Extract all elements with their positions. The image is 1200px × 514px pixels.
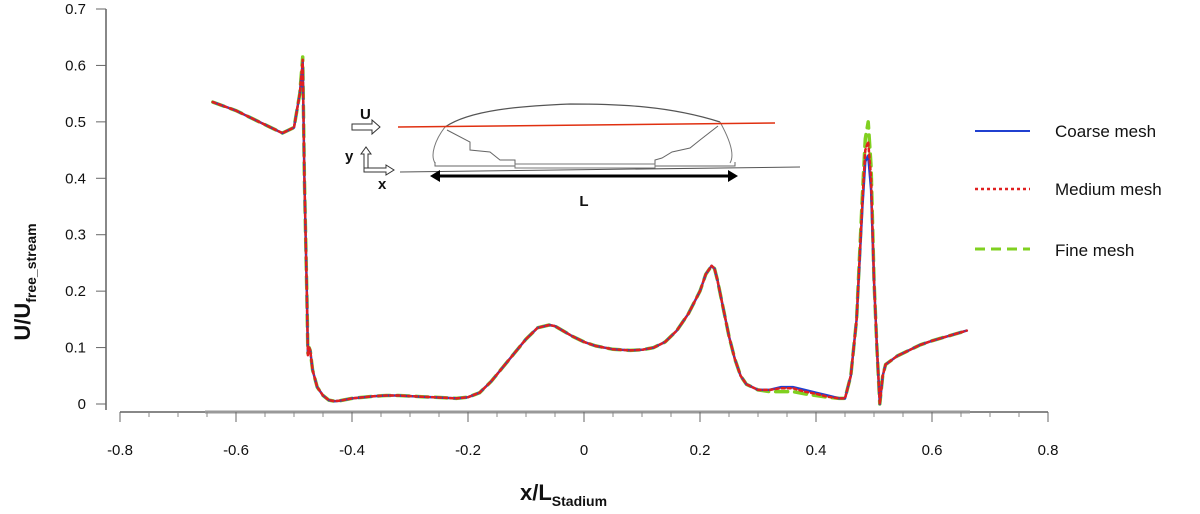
stadium-right-wall	[719, 121, 733, 164]
legend-label-medium: Medium mesh	[1055, 180, 1162, 199]
axis-y-arrow-icon	[360, 146, 372, 169]
stadium-roof-outline	[444, 103, 721, 128]
ground-line	[399, 166, 801, 173]
x-tick-label: -0.6	[223, 442, 249, 459]
stadium-left-wall	[432, 126, 446, 164]
x-tick-label: 0.6	[922, 442, 943, 459]
y-tick-label: 0	[78, 396, 86, 413]
x-axis-title: x/LStadium	[520, 480, 607, 509]
series-line-medium-mesh	[211, 58, 969, 406]
y-tick-label: 0.1	[65, 340, 86, 357]
x-tick-label: 0	[580, 442, 588, 459]
y-tick-label: 0.7	[65, 1, 86, 18]
stadium-schematic-inset: U y x L	[345, 103, 801, 210]
y-axis-title: U/Ufree_stream	[10, 223, 39, 340]
y-tick-label: 0.4	[65, 170, 86, 187]
legend-label-fine: Fine mesh	[1055, 241, 1134, 260]
x-tick-label: 0.4	[806, 442, 827, 459]
legend: Coarse mesh Medium mesh Fine mesh	[975, 122, 1162, 260]
x-tick-label: 0.8	[1038, 442, 1059, 459]
inset-l-label: L	[579, 193, 588, 210]
stadium-left-stand	[434, 129, 516, 167]
inset-y-label: y	[345, 148, 354, 165]
series-lines	[211, 55, 969, 406]
sample-line	[397, 122, 776, 128]
x-tick-label: -0.4	[339, 442, 365, 459]
y-tick-label: 0.5	[65, 114, 86, 131]
ticks: -0.8 -0.6 -0.4 -0.2 0 0.2 0.4 0.6 0.8 0 0.1 0.2 0.3 0…	[65, 1, 1058, 459]
legend-label-coarse: Coarse mesh	[1055, 122, 1156, 141]
x-tick-label: -0.8	[107, 442, 133, 459]
length-arrow-icon	[430, 170, 738, 182]
inset-x-label: x	[378, 176, 387, 193]
axis-x-arrow-icon	[363, 164, 395, 176]
stadium-right-stand	[654, 125, 736, 167]
y-tick-label: 0.2	[65, 283, 86, 300]
x-tick-label: 0.2	[690, 442, 711, 459]
y-tick-label: 0.6	[65, 57, 86, 74]
inset-u-label: U	[360, 106, 371, 123]
flow-arrow-icon	[351, 118, 381, 136]
y-tick-label: 0.3	[65, 227, 86, 244]
x-tick-label: -0.2	[455, 442, 481, 459]
stadium-pitch	[514, 163, 656, 169]
